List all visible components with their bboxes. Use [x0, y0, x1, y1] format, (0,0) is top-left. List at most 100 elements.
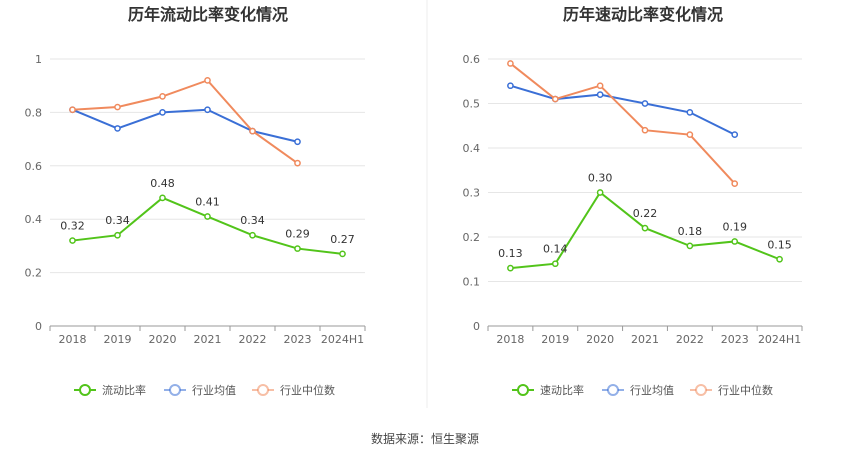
data-point-median	[204, 77, 211, 84]
x-tick-label: 2019	[104, 333, 132, 346]
y-tick-label: 0	[35, 320, 42, 333]
data-point-avg	[294, 138, 301, 146]
data-point-avg	[114, 125, 121, 132]
legend-item-median[interactable]: 行业中位数	[252, 383, 335, 397]
legend-marker	[79, 384, 91, 396]
data-point-median	[69, 106, 76, 114]
data-label: 0.30	[588, 172, 613, 185]
data-label: 0.34	[105, 214, 130, 227]
data-label: 0.18	[678, 225, 703, 238]
x-tick-label: 2022	[676, 333, 704, 346]
y-tick-label: 1	[35, 53, 42, 66]
y-tick-label: 0.6	[463, 53, 481, 66]
legend-label: 行业均值	[192, 384, 236, 397]
data-label: 0.19	[722, 220, 747, 233]
y-tick-label: 0	[473, 320, 480, 333]
data-label: 0.29	[285, 228, 310, 241]
legend-item-company[interactable]: 流动比率	[74, 383, 146, 397]
y-tick-label: 0.4	[463, 142, 481, 155]
data-point-company	[776, 255, 783, 263]
y-tick-label: 0.1	[463, 276, 481, 289]
data-point-median	[507, 60, 514, 67]
data-point-company	[551, 260, 559, 268]
data-point-company	[114, 231, 121, 239]
x-tick-label: 2022	[239, 333, 267, 346]
data-label: 0.27	[330, 233, 355, 246]
data-label: 0.15	[767, 238, 792, 251]
data-point-avg	[159, 109, 166, 116]
data-point-avg	[641, 100, 649, 107]
data-point-company	[249, 231, 256, 239]
legend-item-avg[interactable]: 行业均值	[164, 384, 236, 397]
y-tick-label: 0.5	[463, 98, 481, 111]
x-tick-label: 2018	[496, 333, 524, 346]
legend-label: 行业中位数	[280, 383, 335, 397]
chart-title: 历年流动比率变化情况	[128, 5, 288, 24]
legend-label: 行业中位数	[718, 383, 773, 397]
x-tick-label: 2023	[284, 333, 312, 346]
data-point-avg	[507, 82, 514, 90]
y-tick-label: 0.6	[25, 160, 43, 173]
legend-label: 速动比率	[540, 383, 584, 397]
legend-item-avg[interactable]: 行业均值	[602, 384, 674, 397]
data-point-median	[731, 180, 739, 187]
x-tick-label: 2024H1	[758, 333, 801, 346]
data-point-avg	[204, 106, 211, 114]
x-tick-label: 2019	[541, 333, 569, 346]
series-line-median	[509, 62, 736, 185]
chart-panel-1: 历年流动比率变化情况 0 0.2 0.4 0.6 0.8 1 2018 2019 2020 2021…	[25, 5, 366, 397]
legend-item-company[interactable]: 速动比率	[512, 383, 584, 397]
data-label: 0.22	[633, 207, 658, 220]
y-tick-label: 0.4	[25, 213, 43, 226]
data-point-median	[249, 127, 256, 135]
series-line-median	[72, 79, 299, 164]
data-point-avg	[686, 109, 694, 116]
x-tick-label: 2020	[149, 333, 177, 346]
series-line-avg	[72, 108, 298, 143]
data-source: 数据来源：恒生聚源	[370, 432, 479, 446]
data-point-company	[507, 264, 514, 272]
y-tick-label: 0.2	[463, 231, 481, 244]
data-point-company	[159, 194, 166, 202]
data-point-median	[294, 159, 301, 167]
chart-title: 历年速动比率变化情况	[563, 5, 723, 24]
legend-marker	[169, 384, 181, 396]
x-tick-label: 2023	[721, 333, 749, 346]
data-point-median	[686, 131, 694, 138]
chart-panel-2: 历年速动比率变化情况 0 0.1 0.2 0.3 0.4 0.5 0.6 2018 2019 202…	[463, 5, 803, 397]
legend-marker	[517, 384, 529, 396]
data-point-company	[641, 224, 649, 232]
data-point-company	[204, 213, 211, 220]
data-point-company	[339, 250, 346, 258]
data-label: 0.13	[498, 247, 523, 260]
legend-marker	[257, 384, 269, 396]
data-point-company	[731, 238, 739, 245]
legend-label: 行业均值	[630, 384, 674, 397]
data-point-company	[596, 189, 604, 196]
x-tick-label: 2024H1	[321, 333, 364, 346]
data-point-company	[686, 242, 694, 250]
data-label: 0.34	[240, 214, 265, 227]
x-tick-label: 2021	[194, 333, 222, 346]
data-point-median	[114, 103, 121, 111]
x-tick-label: 2018	[59, 333, 87, 346]
data-label: 0.48	[150, 177, 175, 190]
data-point-median	[641, 126, 649, 134]
data-point-avg	[731, 131, 739, 138]
legend-marker	[607, 384, 619, 396]
data-point-median	[159, 93, 166, 100]
data-point-company	[69, 237, 76, 244]
data-point-company	[294, 245, 301, 252]
y-tick-label: 0.8	[25, 106, 43, 119]
data-label: 0.32	[60, 220, 85, 233]
series-line-avg	[510, 84, 736, 136]
legend-label: 流动比率	[102, 383, 146, 397]
y-tick-label: 0.2	[25, 267, 43, 280]
x-tick-label: 2021	[631, 333, 659, 346]
y-tick-label: 0.3	[463, 187, 481, 200]
data-point-median	[551, 95, 559, 103]
legend-item-median[interactable]: 行业中位数	[690, 383, 773, 397]
data-point-median	[596, 82, 604, 90]
x-tick-label: 2020	[586, 333, 614, 346]
